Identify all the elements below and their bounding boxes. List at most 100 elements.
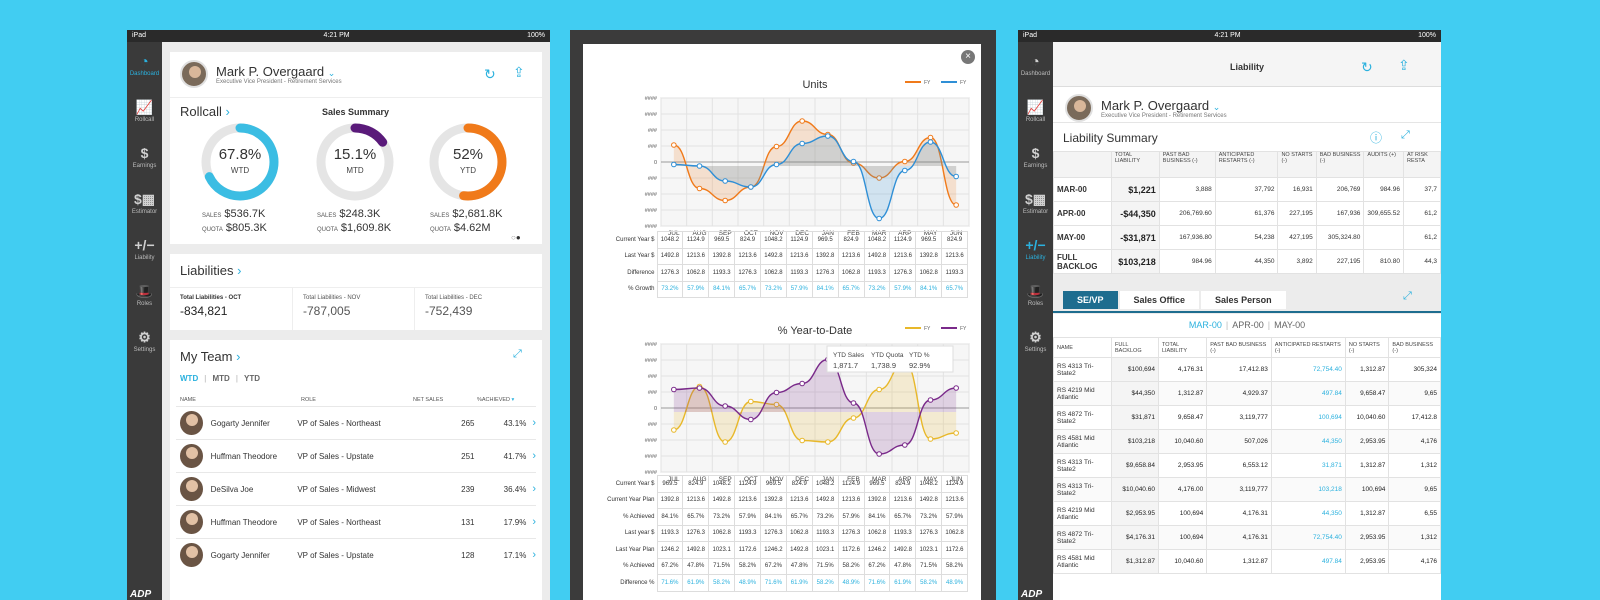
gauge-percent: 52% [452,146,484,163]
table-row[interactable]: RS 4313 Tri-State2 $100,694 4,176.31 17,412… [1053,357,1441,382]
table-cell[interactable]: 103,218 [1270,477,1346,502]
liability-col-oct[interactable]: Total Liabilities - OCT -834,821 [180,295,242,318]
profile-header[interactable]: Mark P. Overgaard ⌄ Executive Vice Presi… [180,60,342,88]
sidebar-item-roles[interactable]: 🎩 Roles [135,283,154,307]
expand-icon[interactable]: ⤢ [1403,290,1412,302]
page-dots[interactable]: ○● [511,233,521,242]
sidebar-item-estimator[interactable]: $▦ Estimator [131,191,158,215]
sidebar-item-dashboard[interactable]: ◔ Dashboard [129,53,160,77]
table-cell[interactable]: 44,350 [1270,429,1346,454]
column-header[interactable]: NAME [1053,337,1112,358]
table-row[interactable]: RS 4313 Tri-State2 $10,040.60 4,176.00 3,11… [1053,477,1441,502]
liability-col-nov[interactable]: Total Liabilities - NOV -787,005 [303,295,361,318]
sidebar-item-liability[interactable]: +/− Liability [134,237,155,261]
gauge-wtd[interactable]: 67.8% WTD [200,122,280,202]
share-icon[interactable]: ⇪ [1398,57,1410,73]
sidebar-item-estimator[interactable]: $▦ Estimator [1022,191,1049,215]
data-point [825,439,831,445]
table-cell[interactable]: 72,754.40 [1270,525,1346,550]
table-row[interactable]: RS 4581 Mid Atlantic $1,312.87 10,040.60 1,… [1053,549,1441,574]
tab-ytd[interactable]: YTD [244,374,261,383]
column-header[interactable]: NO STARTS (-) [1277,151,1317,178]
column-header[interactable]: BAD BUSINESS (-) [1315,151,1365,178]
liability-col-dec[interactable]: Total Liabilities - DEC -752,439 [425,295,483,318]
column-header[interactable]: TOTAL LIABILITY [1157,337,1208,358]
expand-icon[interactable]: ⤢ [1401,129,1410,141]
column-header[interactable]: AUDITS (+) [1363,151,1404,178]
column-header[interactable]: PAST BAD BUSINESS (-) [1206,337,1272,358]
tab-se-vp[interactable]: SE/VP [1063,291,1118,309]
table-row[interactable]: RS 4219 Mid Atlantic $2,953.95 100,694 4,17… [1053,501,1441,526]
profile-header[interactable]: Mark P. Overgaard ⌄ Executive Vice Presi… [1065,94,1227,122]
history-icon[interactable]: ↻ [1361,59,1373,75]
column-header[interactable]: AT RISK RESTA [1402,151,1441,178]
table-cell: 65.7% [889,508,917,526]
month-apr[interactable]: APR-00 [1232,320,1264,330]
sidebar-item-settings[interactable]: ⚙ Settings [1024,329,1047,353]
table-row[interactable]: APR-00 -$44,350 206,769.60 61,376 227,195 167… [1053,201,1441,226]
table-row[interactable]: RS 4313 Tri-State2 $9,658.84 2,953.95 6,553… [1053,453,1441,478]
share-icon[interactable]: ⇪ [513,64,525,80]
tab-sales-office[interactable]: Sales Office [1119,291,1200,309]
my-team-link[interactable]: My Team › [180,349,241,364]
table-cell[interactable]: 497.84 [1270,549,1346,574]
column-header[interactable]: PAST BAD BUSINESS (-) [1158,151,1216,178]
team-row[interactable]: Gogarty Jennifer VP of Sales - Upstate 128… [176,538,536,571]
sidebar-item-roles[interactable]: 🎩 Roles [1026,283,1045,307]
sidebar-item-liability[interactable]: +/− Liability [1025,237,1046,261]
rollcall-link[interactable]: Rollcall › [180,104,230,119]
info-icon[interactable]: ⓘ [1370,131,1383,145]
liabilities-link[interactable]: Liabilities › [180,263,242,278]
table-row[interactable]: MAR-00 $1,221 3,888 37,792 16,931 206,769 984.… [1053,177,1441,202]
sidebar-item-rollcall[interactable]: 📈 Rollcall [134,99,155,123]
data-point [748,398,754,405]
table-row[interactable]: RS 4581 Mid Atlantic $103,218 10,040.60 507… [1053,429,1441,454]
table-cell: 1392.8 [811,247,839,265]
sidebar-item-earnings[interactable]: $ Earnings [132,145,157,169]
table-row[interactable]: RS 4872 Tri-State2 $31,871 9,658.47 3,119,7… [1053,405,1441,430]
avatar [180,477,203,501]
sidebar-item-settings[interactable]: ⚙ Settings [133,329,156,353]
table-cell: 3,888 [1158,177,1216,202]
table-row[interactable]: RS 4219 Mid Atlantic $44,350 1,312.87 4,929… [1053,381,1441,406]
table-cell[interactable]: 497.84 [1270,381,1346,406]
team-row[interactable]: Gogarty Jennifer VP of Sales - Northeast 2… [176,406,536,439]
month-mar[interactable]: MAR-00 [1188,320,1222,330]
team-row[interactable]: DeSilva Joe VP of Sales - Midwest 239 36.4%… [176,472,536,505]
column-header[interactable]: ANTICIPATED RESTARTS (-) [1270,337,1346,358]
column-header[interactable]: TOTAL LIABILITY [1111,151,1160,178]
close-icon[interactable]: × [961,50,975,64]
table-cell: 37,792 [1214,177,1279,202]
tab-wtd[interactable]: WTD [180,374,199,383]
column-header[interactable]: ANTICIPATED RESTARTS (-) [1214,151,1279,178]
history-icon[interactable]: ↻ [484,66,496,82]
table-cell[interactable]: 72,754.40 [1270,357,1346,382]
month-may[interactable]: MAY-00 [1274,320,1306,330]
tab-mtd[interactable]: MTD [212,374,230,383]
column-header[interactable]: NO STARTS (-) [1344,337,1390,358]
tab-sales-person[interactable]: Sales Person [1201,291,1286,309]
column-header[interactable]: BAD BUSINESS (-) [1388,337,1441,358]
table-row[interactable]: RS 4872 Tri-State2 $4,176.31 100,694 4,176.… [1053,525,1441,550]
table-cell: 58.2% [811,574,839,592]
table-cell[interactable]: 100,694 [1270,405,1346,430]
team-row[interactable]: Huffman Theodore VP of Sales - Northeast 1… [176,505,536,538]
sidebar-item-rollcall[interactable]: 📈 Rollcall [1025,99,1046,123]
sidebar-item-earnings[interactable]: $ Earnings [1023,145,1048,169]
expand-icon[interactable]: ⤢ [513,348,522,360]
divider [170,287,542,288]
table-cell: 54,238 [1214,225,1279,250]
table-cell[interactable]: 44,350 [1270,501,1346,526]
table-row[interactable]: FULL BACKLOG $103,218 984.96 44,350 3,892 227… [1053,249,1441,274]
row-label: RS 4219 Mid Atlantic [1053,501,1112,526]
sidebar-item-dashboard[interactable]: ◔ Dashboard [1020,53,1051,77]
team-row[interactable]: Huffman Theodore VP of Sales - Upstate 251… [176,439,536,472]
gauge-ytd[interactable]: 52% YTD [428,122,508,202]
gauge-mtd[interactable]: 15.1% MTD [315,122,395,202]
table-cell[interactable]: 31,871 [1270,453,1346,478]
data-point [671,161,677,168]
sidebar: ◔ Dashboard 📈 Rollcall $ Earnings $▦ Estimat… [127,42,162,600]
table-row[interactable]: MAY-00 -$31,871 167,936.80 54,238 427,195 305… [1053,225,1441,250]
column-header[interactable]: FULL BACKLOG [1111,337,1159,358]
divider [292,288,293,330]
